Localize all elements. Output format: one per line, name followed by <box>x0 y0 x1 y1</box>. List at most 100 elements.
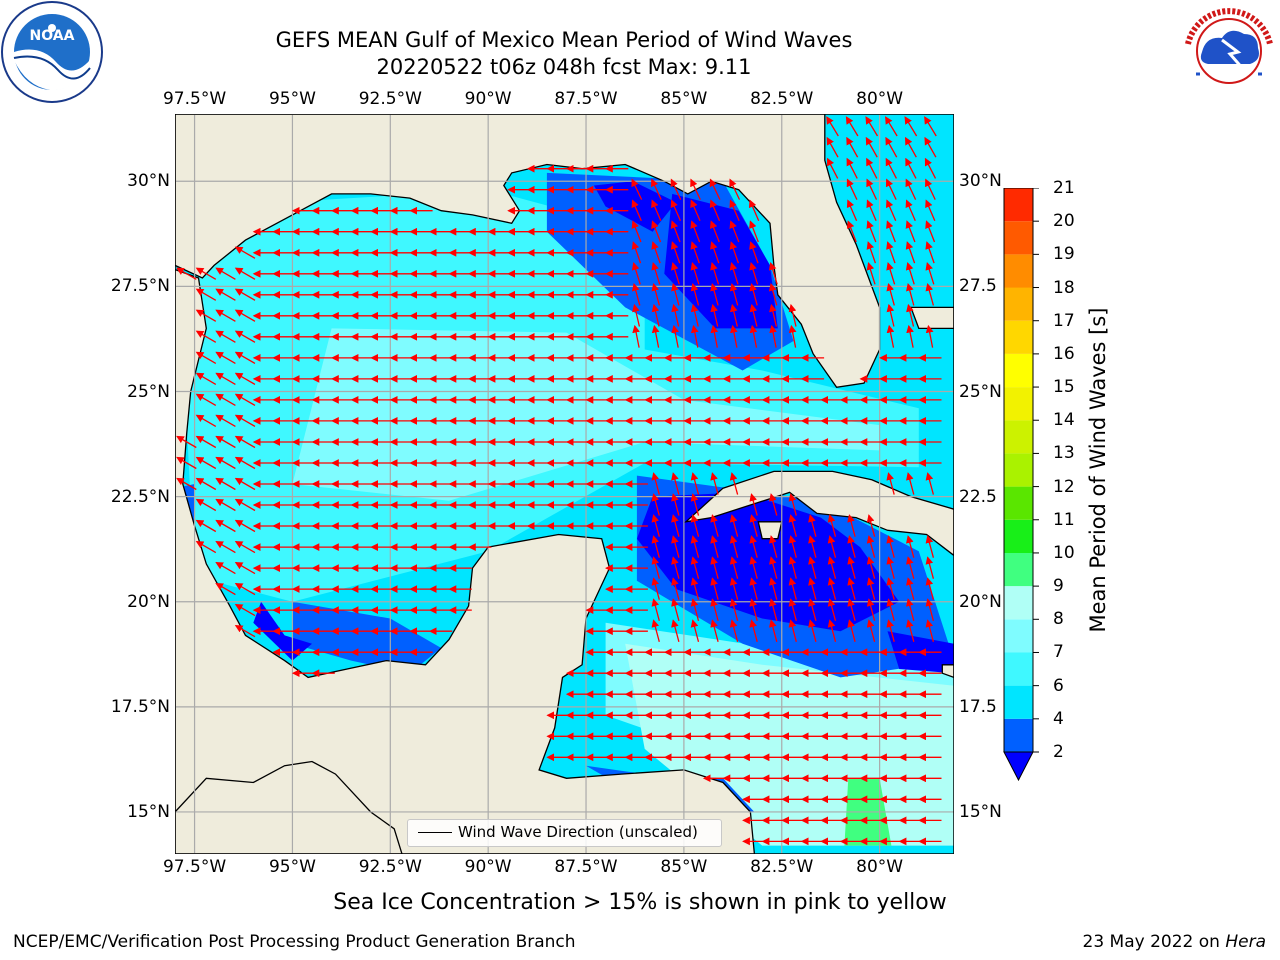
wave-arrow <box>788 303 797 327</box>
wave-arrow <box>651 220 662 243</box>
wave-arrow <box>866 199 877 222</box>
wave-arrow <box>769 619 778 642</box>
wave-arrow <box>886 241 896 264</box>
wave-arrow <box>709 220 720 243</box>
wave-arrow <box>729 262 739 285</box>
lon-tick-top: 95°W <box>268 89 316 109</box>
wave-arrow <box>710 556 719 579</box>
wave-arrow <box>788 619 797 642</box>
colorbar-extend <box>1003 751 1034 782</box>
wave-arrow <box>670 178 682 200</box>
wave-arrow <box>788 556 797 579</box>
wave-arrow <box>651 514 660 537</box>
wave-arrow <box>195 288 217 301</box>
wave-arrow <box>710 324 719 348</box>
wave-arrow <box>847 619 856 642</box>
wave-arrow <box>925 241 935 264</box>
wave-arrow <box>886 535 895 558</box>
wave-arrow <box>808 556 817 579</box>
colorbar-band <box>1004 420 1033 454</box>
wave-arrow <box>234 477 256 491</box>
wave-arrow <box>886 324 895 348</box>
wave-arrow <box>906 577 915 600</box>
colorbar-tick-label: 18 <box>1053 277 1075 298</box>
wave-arrow <box>710 619 719 642</box>
wave-arrow <box>924 116 937 137</box>
wave-arrow <box>905 178 917 200</box>
lon-tick-top: 92.5°W <box>358 89 422 109</box>
colorbar-band <box>1004 453 1033 487</box>
lat-tick-right: 17.5 <box>959 696 997 717</box>
colorbar-tick-label: 6 <box>1053 675 1064 696</box>
lat-tick-right: 20°N <box>959 591 1002 612</box>
wave-arrow <box>729 220 740 243</box>
wave-arrow <box>651 324 660 348</box>
colorbar-band <box>1004 188 1033 222</box>
wave-arrow <box>729 619 739 642</box>
wave-arrow <box>710 598 719 621</box>
wave-arrow <box>847 577 856 600</box>
footer-credit: NCEP/EMC/Verification Post Processing Pr… <box>13 932 576 952</box>
wave-arrow <box>749 514 758 537</box>
wave-arrow <box>729 598 739 621</box>
wave-arrow <box>866 157 878 179</box>
colorbar-frame <box>1003 188 1034 753</box>
wave-arrow <box>886 598 895 621</box>
wave-arrow <box>925 220 936 243</box>
wave-arrow <box>690 598 700 621</box>
lon-tick-bottom: 92.5°W <box>358 857 422 877</box>
wave-arrow <box>195 393 217 406</box>
colorbar-label: Mean Period of Wind Waves [s] <box>1086 307 1110 633</box>
lon-tick-top: 97.5°W <box>162 89 227 109</box>
wave-arrow <box>886 577 895 600</box>
wave-arrow <box>866 619 876 642</box>
lat-tick-left: 17.5°N <box>110 696 170 717</box>
wave-arrow <box>195 330 217 343</box>
land-jamaica <box>941 664 954 679</box>
wave-arrow <box>886 220 896 243</box>
wave-arrow <box>885 157 897 179</box>
wave-arrow <box>905 220 916 243</box>
wave-arrow <box>808 514 817 537</box>
wave-arrow <box>905 241 916 264</box>
wave-arrow <box>651 598 660 621</box>
wave-arrow <box>924 157 937 179</box>
wave-arrow <box>195 477 217 491</box>
footer-date-text: 23 May 2022 on <box>1082 932 1226 952</box>
wave-arrow <box>215 267 236 280</box>
wave-arrow <box>885 178 897 200</box>
wave-arrow <box>690 324 699 348</box>
pacific-coast <box>175 760 403 854</box>
wave-arrow <box>234 267 256 280</box>
wave-arrow <box>847 514 856 537</box>
wave-arrow <box>195 498 217 512</box>
wave-arrow <box>906 619 915 642</box>
wave-arrow <box>690 178 701 200</box>
wave-arrow <box>769 493 778 516</box>
wind-wave-arrows <box>176 116 942 846</box>
colorbar-band <box>1004 619 1033 653</box>
wave-arrow <box>730 324 738 348</box>
wave-arrow <box>866 556 876 579</box>
wave-arrow <box>651 282 661 306</box>
wave-arrow <box>215 330 236 343</box>
wave-arrow <box>905 157 917 179</box>
wave-arrow <box>710 514 719 537</box>
colorbar-band <box>1004 652 1033 686</box>
lat-tick-right: 25°N <box>959 381 1002 402</box>
wave-arrow <box>749 556 758 579</box>
wave-arrow <box>788 577 797 600</box>
lat-tick-left: 25°N <box>127 381 170 402</box>
colorbar-band <box>1004 718 1033 752</box>
wave-arrow <box>671 514 680 537</box>
wave-arrow <box>710 535 719 558</box>
wave-arrow <box>846 220 857 243</box>
wave-arrow <box>176 435 197 449</box>
lat-tick-right: 15°N <box>959 801 1002 822</box>
period-region-7 <box>292 601 442 674</box>
lon-tick-top: 82.5°W <box>750 89 814 109</box>
lon-tick-bottom: 97.5°W <box>162 857 227 877</box>
wave-arrow <box>749 241 759 264</box>
wave-arrow <box>847 598 856 621</box>
colorbar-tick-label: 10 <box>1053 542 1075 563</box>
